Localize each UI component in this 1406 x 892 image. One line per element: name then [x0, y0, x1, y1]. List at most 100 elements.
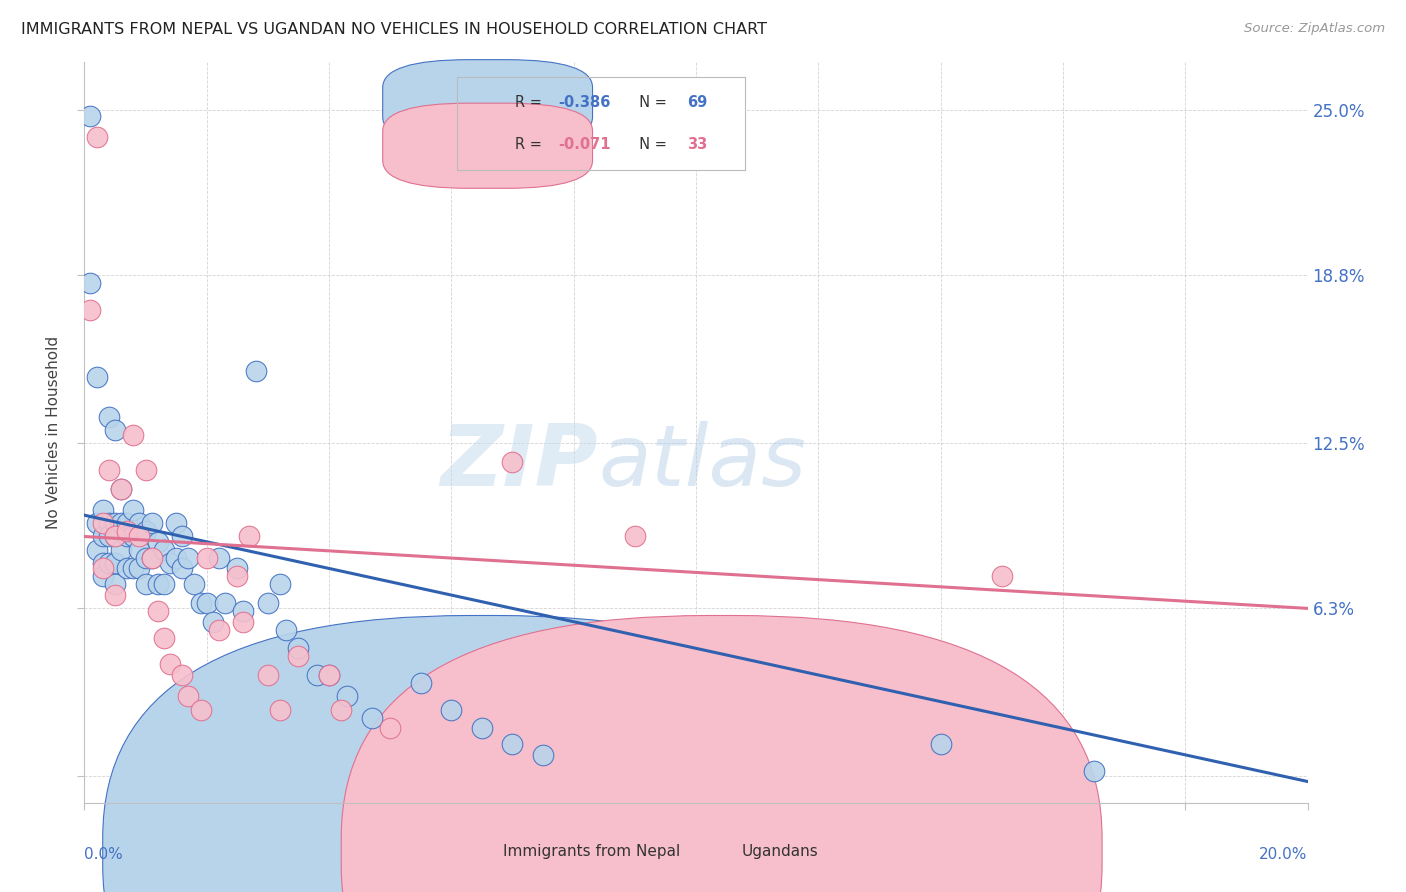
Y-axis label: No Vehicles in Household: No Vehicles in Household — [46, 336, 62, 529]
Point — [141, 550, 163, 565]
Point — [201, 615, 224, 629]
Point — [929, 737, 952, 751]
Point — [177, 690, 200, 704]
Point — [502, 455, 524, 469]
Point — [1083, 764, 1105, 778]
Point — [195, 596, 218, 610]
Point — [91, 561, 114, 575]
Point — [104, 529, 127, 543]
Point — [135, 524, 157, 538]
Point — [91, 516, 114, 531]
Point — [336, 690, 359, 704]
Point — [159, 556, 181, 570]
Point — [104, 556, 127, 570]
Point — [165, 516, 187, 531]
Point — [257, 668, 280, 682]
Point — [128, 516, 150, 531]
Point — [318, 668, 340, 682]
Point — [122, 561, 145, 575]
FancyBboxPatch shape — [342, 615, 1102, 892]
Point — [232, 604, 254, 618]
Point — [276, 623, 298, 637]
Point — [97, 529, 120, 543]
Point — [86, 542, 108, 557]
Point — [104, 516, 127, 531]
Point — [257, 596, 280, 610]
Point — [624, 529, 647, 543]
Point — [190, 596, 212, 610]
Point — [79, 277, 101, 291]
Point — [135, 463, 157, 477]
FancyBboxPatch shape — [103, 615, 863, 892]
Text: Source: ZipAtlas.com: Source: ZipAtlas.com — [1244, 22, 1385, 36]
Point — [97, 409, 120, 424]
Text: 20.0%: 20.0% — [1260, 847, 1308, 863]
Text: Ugandans: Ugandans — [741, 844, 818, 859]
Point — [172, 561, 194, 575]
Point — [153, 542, 176, 557]
Point — [305, 668, 328, 682]
Point — [97, 516, 120, 531]
Point — [104, 529, 127, 543]
Point — [177, 550, 200, 565]
Point — [172, 668, 194, 682]
Point — [110, 516, 132, 531]
Point — [146, 577, 169, 591]
Point — [226, 561, 249, 575]
Point — [86, 130, 108, 145]
Point — [440, 703, 463, 717]
Point — [128, 561, 150, 575]
Point — [104, 577, 127, 591]
Point — [141, 516, 163, 531]
Point — [146, 534, 169, 549]
Point — [195, 550, 218, 565]
Point — [380, 721, 402, 735]
Point — [115, 529, 138, 543]
Point — [135, 577, 157, 591]
Point — [183, 577, 205, 591]
Point — [104, 588, 127, 602]
Point — [991, 569, 1014, 583]
Point — [531, 747, 554, 762]
Point — [115, 516, 138, 531]
Text: 0.0%: 0.0% — [84, 847, 124, 863]
Point — [502, 737, 524, 751]
Point — [269, 703, 291, 717]
Point — [330, 703, 353, 717]
Point — [97, 556, 120, 570]
Point — [91, 569, 114, 583]
Point — [110, 482, 132, 496]
Point — [208, 550, 231, 565]
Text: Immigrants from Nepal: Immigrants from Nepal — [503, 844, 681, 859]
Point — [226, 569, 249, 583]
Point — [91, 556, 114, 570]
Point — [86, 516, 108, 531]
Point — [190, 703, 212, 717]
Point — [208, 623, 231, 637]
Point — [91, 503, 114, 517]
Point — [153, 631, 176, 645]
Text: atlas: atlas — [598, 421, 806, 504]
Point — [135, 550, 157, 565]
Point — [128, 529, 150, 543]
Point — [104, 423, 127, 437]
Point — [360, 710, 382, 724]
Text: ZIP: ZIP — [440, 421, 598, 504]
Point — [269, 577, 291, 591]
Point — [287, 641, 309, 656]
Point — [409, 676, 432, 690]
Point — [238, 529, 260, 543]
Point — [245, 364, 267, 378]
Point — [122, 428, 145, 442]
Point — [471, 721, 494, 735]
Point — [115, 524, 138, 538]
Point — [146, 604, 169, 618]
Point — [115, 561, 138, 575]
Point — [153, 577, 176, 591]
Point — [214, 596, 236, 610]
Point — [122, 529, 145, 543]
Point — [165, 550, 187, 565]
Point — [141, 550, 163, 565]
Point — [110, 542, 132, 557]
Point — [91, 529, 114, 543]
